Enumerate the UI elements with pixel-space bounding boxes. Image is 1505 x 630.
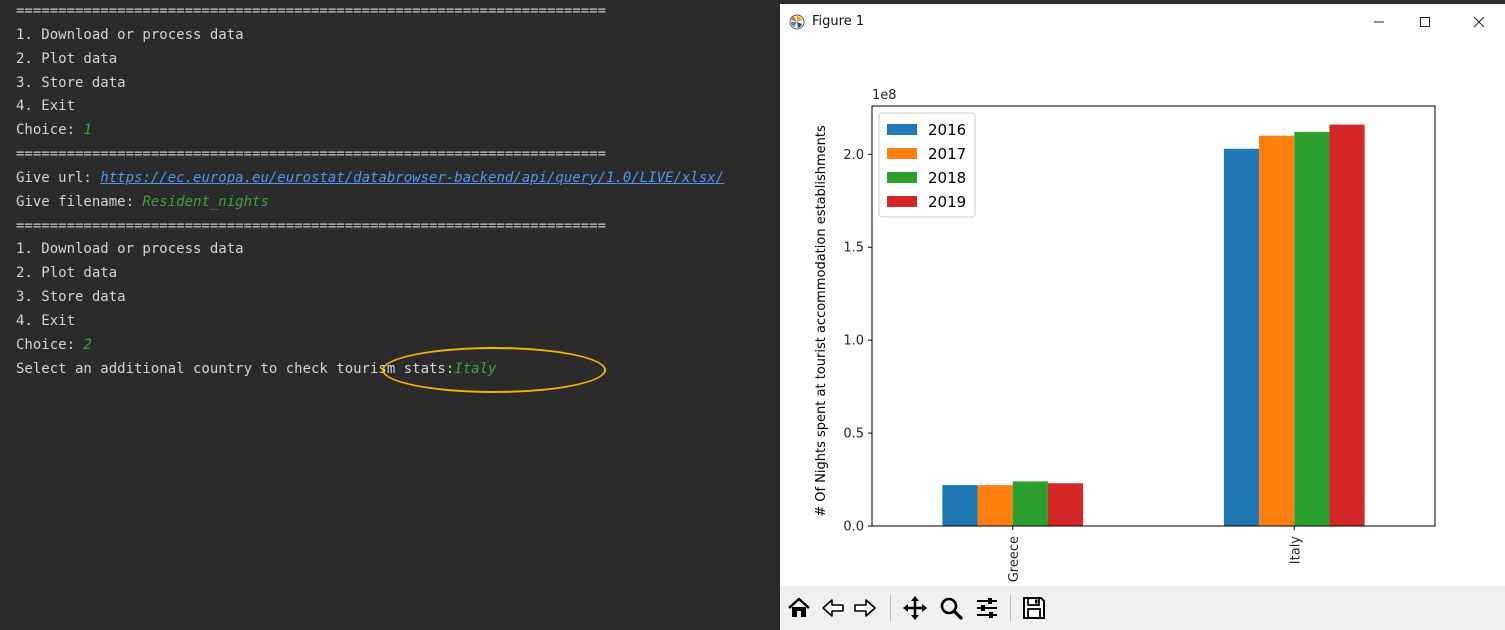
forward-button[interactable] [850,593,880,623]
choice-line: Choice: 2 [16,334,724,358]
filename-input[interactable]: Resident_nights [142,193,269,210]
bar-greece-2017 [977,485,1013,526]
menu-item: 4. Exit [16,98,76,115]
legend: 2016 2017 2018 2019 [878,112,976,218]
toolbar-separator [1010,595,1011,621]
legend-swatch [887,172,917,183]
choice-label: Choice: [16,122,84,139]
menu-item: 1. Download or process data [16,26,244,43]
bar-italy-2016 [1223,148,1260,527]
maximize-icon [1420,17,1430,27]
bar-italy-2017 [1259,135,1295,527]
menu-item: 2. Plot data [16,50,118,67]
menu-item: 4. Exit [16,312,76,329]
forward-icon [854,599,876,617]
separator-line: ========================================… [16,3,607,19]
save-icon [1023,597,1045,619]
choice-line: Choice: 1 [16,119,724,143]
filename-label: Give filename: [16,193,143,210]
legend-label: 2019 [928,193,966,211]
bar-greece-2018 [1012,481,1048,526]
home-icon [788,597,810,617]
y-tick-label: 1.0 [843,334,864,349]
y-tick-label: 1.5 [843,241,864,256]
y-tick-label: 2.0 [843,148,864,163]
close-icon [1473,16,1485,28]
close-button[interactable] [1456,4,1502,40]
console-output: ========================================… [16,0,724,382]
zoom-button[interactable] [936,593,966,623]
configure-subplots-button[interactable] [972,593,1002,623]
back-icon [822,599,844,617]
choice-input[interactable]: 1 [83,122,92,139]
offset-label: 1e8 [872,88,897,103]
choice-label: Choice: [16,336,84,353]
legend-label: 2017 [928,145,966,163]
legend-swatch [887,196,917,207]
menu-item: 1. Download or process data [16,241,244,258]
console-panel[interactable]: ========================================… [0,0,780,630]
separator-line: ========================================… [16,146,607,163]
home-button[interactable] [784,593,814,623]
bar-greece-2016 [942,485,978,526]
bar-italy-2018 [1294,132,1330,526]
url-line: Give url: https://ec.europa.eu/eurostat/… [16,167,724,191]
axes-frame [871,105,1436,527]
bar-greece-2019 [1047,483,1084,526]
configure-subplots-icon [977,598,997,618]
legend-label: 2016 [928,121,966,139]
choice-input[interactable]: 2 [83,336,92,353]
minimize-icon [1374,21,1384,23]
bar-italy-2019 [1329,124,1365,526]
toolbar-separator [890,595,891,621]
legend-box [878,112,976,218]
figure-window[interactable]: Figure 1 0.0 0.5 1.0 1.5 2.0 Greece Italy 1e8… [780,4,1505,630]
highlight-ellipse [382,347,606,393]
y-tick-label: 0.0 [843,520,864,535]
navigation-toolbar [780,586,1505,630]
pan-icon [903,596,927,620]
filename-line: Give filename: Resident_nights [16,191,724,215]
save-button[interactable] [1019,593,1049,623]
legend-swatch [887,148,917,159]
menu-item: 3. Store data [16,74,126,91]
pan-button[interactable] [900,593,930,623]
x-tick-label: Greece [1007,536,1022,582]
bar-chart: 0.0 0.5 1.0 1.5 2.0 Greece Italy 1e8 # Of Nig… [814,88,1436,582]
window-title: Figure 1 [812,14,865,29]
zoom-icon [940,597,963,620]
url-label: Give url: [16,169,101,186]
menu-item: 2. Plot data [16,265,118,282]
title-bar[interactable]: Figure 1 [780,4,1505,40]
minimize-button[interactable] [1356,4,1402,40]
url-link[interactable]: https://ec.europa.eu/eurostat/databrowse… [100,169,725,186]
menu-item: 3. Store data [16,289,126,306]
y-axis-label: # Of Nights spent at tourist accommodati… [814,125,829,517]
legend-label: 2018 [928,169,966,187]
plot-area[interactable]: 0.0 0.5 1.0 1.5 2.0 Greece Italy 1e8 # Of Nig… [780,40,1505,586]
separator-line: ========================================… [16,217,607,234]
back-button[interactable] [818,593,848,623]
legend-swatch [887,124,917,135]
x-tick-label: Italy [1288,536,1303,565]
matplotlib-icon [789,14,805,30]
country-line: Select an additional country to check to… [16,358,724,382]
y-tick-label: 0.5 [843,427,864,442]
maximize-button[interactable] [1402,4,1448,40]
